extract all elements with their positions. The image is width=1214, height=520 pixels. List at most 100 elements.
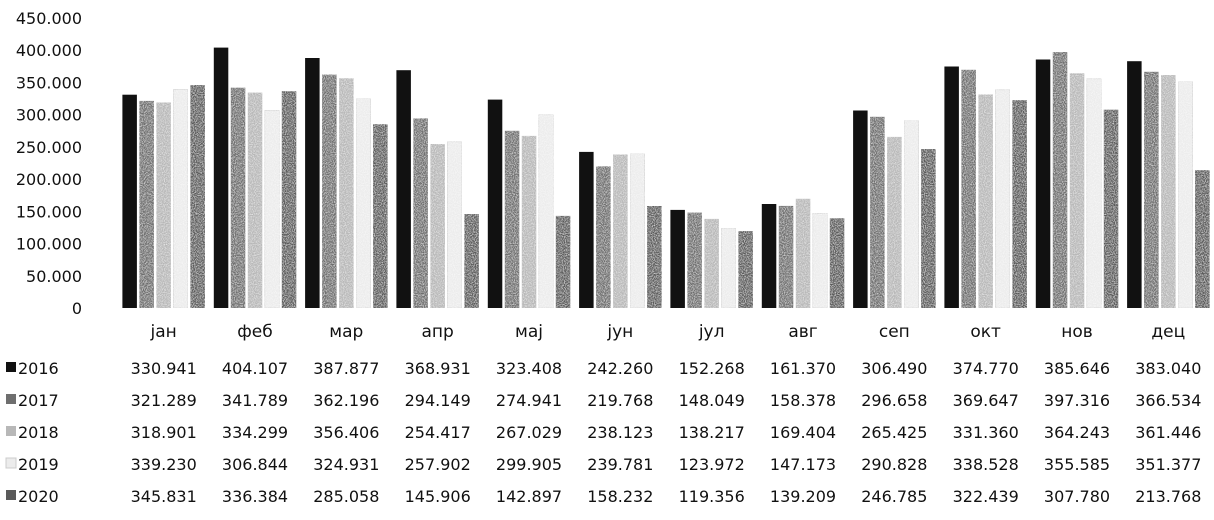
x-tick-label: авг — [788, 322, 817, 342]
bar-2017-3 — [413, 118, 428, 309]
table-cell: 323.408 — [496, 359, 562, 378]
bar-2016-2 — [305, 58, 320, 308]
table-cell: 345.831 — [131, 487, 197, 506]
legend-key-2018 — [6, 426, 16, 436]
table-cell: 330.941 — [131, 359, 197, 378]
table-cell: 242.260 — [587, 359, 653, 378]
bar-2020-7 — [829, 218, 845, 308]
table-cell: 322.439 — [953, 487, 1019, 506]
x-axis: јан феб мар апр мај јун јул авг сеп окт нов дец — [150, 322, 1186, 342]
bar-2020-5 — [647, 206, 662, 308]
bar-2016-10 — [1035, 59, 1051, 308]
bar-2018-11 — [1161, 75, 1176, 308]
bar-2019-6 — [721, 227, 737, 309]
series-name: 2016 — [18, 359, 59, 378]
bar-2017-0 — [139, 100, 154, 309]
bar-2019-11 — [1177, 81, 1193, 309]
table-cell: 369.647 — [953, 391, 1019, 410]
bar-2019-10 — [1086, 78, 1102, 309]
table-cell: 374.770 — [953, 359, 1019, 378]
table-cell: 219.768 — [587, 391, 653, 410]
bar-2020-8 — [921, 149, 936, 308]
table-cell: 161.370 — [770, 359, 836, 378]
table-cell: 145.906 — [405, 487, 471, 506]
bar-2016-4 — [487, 99, 503, 308]
y-tick-label: 100.000 — [16, 235, 82, 254]
table-cell: 385.646 — [1044, 359, 1110, 378]
legend-key-2019 — [5, 457, 17, 469]
bar-2020-3 — [464, 214, 479, 308]
bar-2017-4 — [504, 130, 520, 308]
table-cell: 257.902 — [405, 455, 471, 474]
bar-2018-6 — [704, 218, 719, 308]
x-tick-label: окт — [970, 322, 1001, 342]
bar-2018-5 — [613, 154, 628, 308]
y-tick-label: 300.000 — [16, 106, 82, 125]
table-cell: 355.585 — [1044, 455, 1110, 474]
table-cell: 238.123 — [587, 423, 653, 442]
y-tick-label: 250.000 — [16, 138, 82, 157]
bar-2018-0 — [156, 102, 171, 308]
bar-2016-7 — [761, 204, 777, 308]
bar-2016-6 — [670, 209, 685, 308]
table-cell: 267.029 — [496, 423, 562, 442]
bar-2018-3 — [430, 144, 445, 308]
table-cell: 299.905 — [496, 455, 562, 474]
legend-key-2017 — [6, 394, 16, 404]
bar-2017-9 — [961, 69, 976, 308]
x-tick-label: феб — [237, 322, 272, 342]
table-cell: 361.446 — [1135, 423, 1201, 442]
table-cell: 123.972 — [679, 455, 745, 474]
x-tick-label: јан — [150, 322, 177, 342]
y-tick-label: 50.000 — [26, 267, 82, 286]
bar-2019-8 — [903, 120, 919, 309]
bar-2020-0 — [190, 85, 205, 308]
bar-2020-1 — [281, 91, 297, 308]
bar-2019-1 — [264, 110, 280, 309]
y-tick-label: 150.000 — [16, 202, 82, 221]
table-cell: 336.384 — [222, 487, 288, 506]
plot-area — [122, 47, 1210, 309]
bar-2016-1 — [213, 47, 229, 308]
bar-2016-5 — [579, 151, 594, 308]
bar-2019-2 — [355, 98, 371, 309]
bar-2016-0 — [122, 94, 137, 308]
table-cell: 364.243 — [1044, 423, 1110, 442]
table-cell: 119.356 — [679, 487, 745, 506]
series-name: 2020 — [18, 487, 59, 506]
y-tick-label: 450.000 — [16, 9, 82, 28]
x-tick-label: дец — [1151, 322, 1185, 342]
table-cell: 362.196 — [313, 391, 379, 410]
bar-2017-6 — [687, 212, 702, 308]
bar-2018-1 — [247, 92, 263, 308]
bar-2016-9 — [944, 66, 959, 308]
table-cell: 239.781 — [587, 455, 653, 474]
bar-2017-10 — [1052, 52, 1068, 308]
table-cell: 158.378 — [770, 391, 836, 410]
table-cell: 356.406 — [313, 423, 379, 442]
table-cell: 338.528 — [953, 455, 1019, 474]
table-cell: 254.417 — [405, 423, 471, 442]
table-cell: 321.289 — [131, 391, 197, 410]
bar-2019-5 — [629, 153, 645, 309]
table-cell: 169.404 — [770, 423, 836, 442]
bar-2017-11 — [1144, 71, 1159, 308]
bar-2019-7 — [812, 212, 828, 309]
table-cell: 296.658 — [861, 391, 927, 410]
table-cell: 285.058 — [313, 487, 379, 506]
bar-2018-4 — [521, 135, 537, 308]
table-cell: 152.268 — [679, 359, 745, 378]
y-tick-label: 400.000 — [16, 41, 82, 60]
data-table: 2016 330.941 404.107 387.877 368.931 323.408 2… — [5, 359, 1201, 506]
table-cell: 341.789 — [222, 391, 288, 410]
bar-2017-8 — [870, 116, 885, 308]
y-axis: 0 50.000 100.000 150.000 200.000 250.000 300.0… — [16, 9, 82, 318]
series-name: 2017 — [18, 391, 59, 410]
table-cell: 351.377 — [1135, 455, 1201, 474]
y-tick-label: 200.000 — [16, 170, 82, 189]
table-cell: 139.209 — [770, 487, 836, 506]
table-cell: 246.785 — [861, 487, 927, 506]
table-cell: 331.360 — [953, 423, 1019, 442]
bar-2018-10 — [1069, 73, 1085, 308]
table-cell: 213.768 — [1135, 487, 1201, 506]
